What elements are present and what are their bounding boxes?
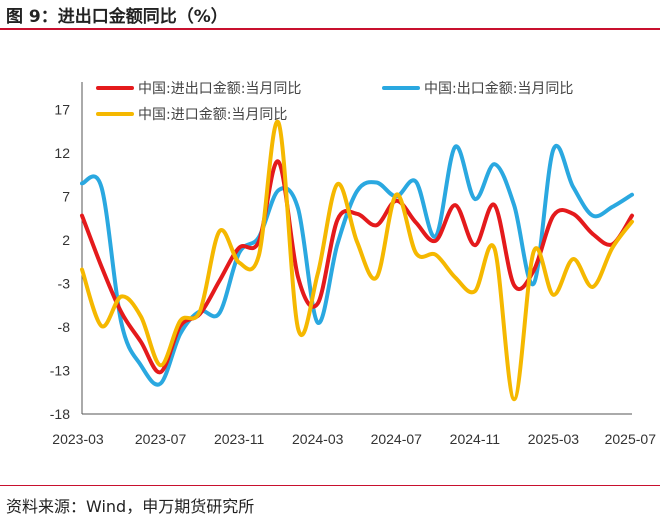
chart-axes [81,82,632,415]
legend-label: 中国:进口金额:当月同比 [138,107,287,123]
source-note: 资料来源：Wind，申万期货研究所 [6,497,255,516]
y-tick-labels: 17 12 7 2 -3 -8 -13 -18 [50,101,70,422]
x-tick-label: 2023-03 [52,431,104,447]
series-lines [80,119,634,402]
x-tick-label: 2023-07 [135,431,187,447]
x-tick-label: 2023-11 [214,431,265,447]
y-tick-label: 7 [62,188,70,204]
title-rule [0,28,660,30]
x-tick-label: 2025-07 [605,431,657,447]
legend-item-total-trade: 中国:进出口金额:当月同比 [96,81,301,97]
y-tick-label: -8 [58,319,71,335]
figure-title: 图 9：进出口金额同比（%） [6,7,228,27]
series-line-imports [80,119,634,402]
x-tick-label: 2024-07 [371,431,423,447]
y-tick-label: -3 [58,275,71,291]
legend-item-imports: 中国:进口金额:当月同比 [96,107,287,123]
x-tick-label: 2024-11 [450,431,501,447]
series-line-exports [80,144,634,387]
series-line-total-trade [80,159,634,375]
x-tick-label: 2024-03 [292,431,344,447]
x-tick-label: 2025-03 [528,431,580,447]
legend-item-exports: 中国:出口金额:当月同比 [382,81,573,97]
y-tick-label: 12 [54,145,70,161]
x-tick-labels: 2023-03 2023-07 2023-11 2024-03 2024-07 2024-… [52,431,656,447]
y-tick-label: 2 [62,232,70,248]
legend-label: 中国:出口金额:当月同比 [424,81,573,97]
y-tick-label: -18 [50,406,70,422]
y-tick-label: -13 [50,362,70,378]
legend-label: 中国:进出口金额:当月同比 [138,81,301,97]
source-rule [0,485,660,486]
y-tick-label: 17 [54,101,70,117]
